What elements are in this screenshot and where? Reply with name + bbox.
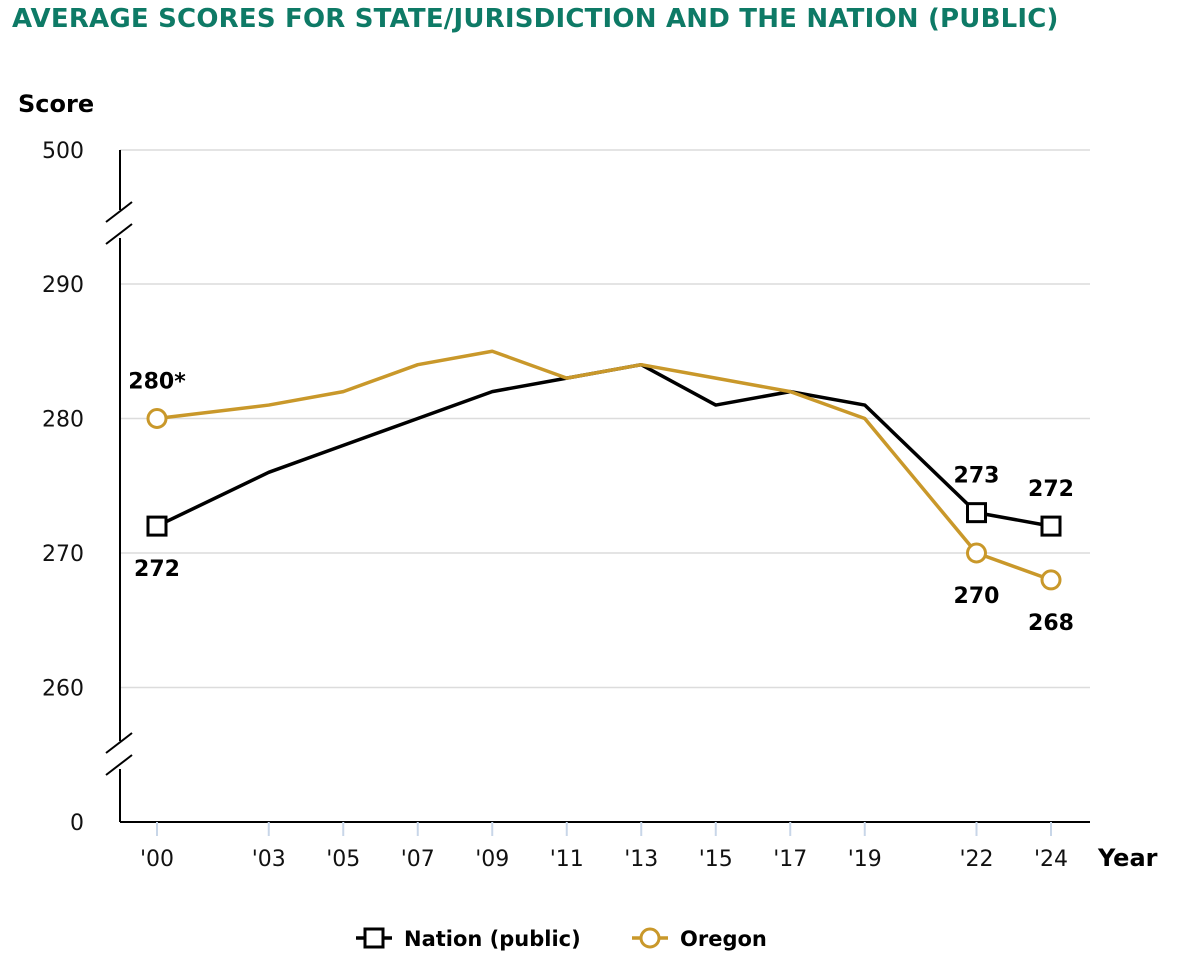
legend-label: Nation (public)	[404, 927, 581, 951]
legend-square-marker	[363, 927, 385, 949]
x-axis-title: Year	[1097, 844, 1158, 872]
y-axis-title: Score	[18, 90, 94, 118]
data-point-circle	[1040, 569, 1062, 591]
axis-break-mark	[105, 754, 133, 776]
axis-break-mark	[105, 201, 133, 223]
data-label: 272	[134, 557, 180, 582]
x-tick-label: '03	[252, 847, 286, 872]
x-tick-label: '00	[140, 847, 174, 872]
data-label: 268	[1028, 611, 1074, 636]
data-point-circle	[966, 542, 987, 564]
data-label: 272	[1028, 477, 1074, 502]
x-tick-label: '05	[326, 847, 360, 872]
axis-break-mark	[105, 223, 133, 245]
data-label: 270	[954, 584, 1000, 609]
data-label: 273	[954, 464, 1000, 489]
axis-break-mark	[105, 732, 133, 754]
gridlines	[120, 149, 1090, 689]
x-tick-label: '15	[699, 847, 733, 872]
x-tick-label: '13	[624, 847, 658, 872]
series-line-nation	[156, 362, 1052, 528]
y-tick-label: 260	[42, 677, 84, 702]
data-point-square	[966, 502, 987, 524]
x-tick-label: '17	[773, 847, 807, 872]
data-labels: 272 280* 273 270 272 268	[128, 370, 1074, 636]
data-point-square	[146, 515, 168, 537]
legend: Nation (public) Oregon	[356, 927, 767, 951]
x-tick-label: '11	[550, 847, 584, 872]
data-point-circle	[146, 408, 168, 429]
y-tick-label: 280	[42, 408, 84, 433]
series-line-oregon	[156, 349, 1052, 582]
x-tick-label: '24	[1034, 847, 1068, 872]
x-tick-label: '22	[959, 847, 993, 872]
y-tick-label: 0	[70, 811, 84, 836]
legend-label: Oregon	[680, 927, 767, 951]
y-tick-label: 290	[42, 273, 84, 298]
data-label: 280*	[128, 370, 186, 395]
x-tick-label: '07	[401, 847, 435, 872]
legend-circle-marker	[639, 927, 661, 949]
y-tick-label: 500	[42, 139, 84, 164]
x-tick-label: '09	[475, 847, 509, 872]
axes: 500 290 280 270 260 0 '00 '03 '05 '07 '09 '11 '13 '15…	[18, 90, 1158, 872]
series-lines	[146, 349, 1062, 591]
y-tick-label: 270	[42, 542, 84, 567]
chart-title: AVERAGE SCORES FOR STATE/JURISDICTION AN…	[12, 4, 1059, 34]
x-tick-label: '19	[848, 847, 882, 872]
data-point-square	[1040, 515, 1062, 537]
